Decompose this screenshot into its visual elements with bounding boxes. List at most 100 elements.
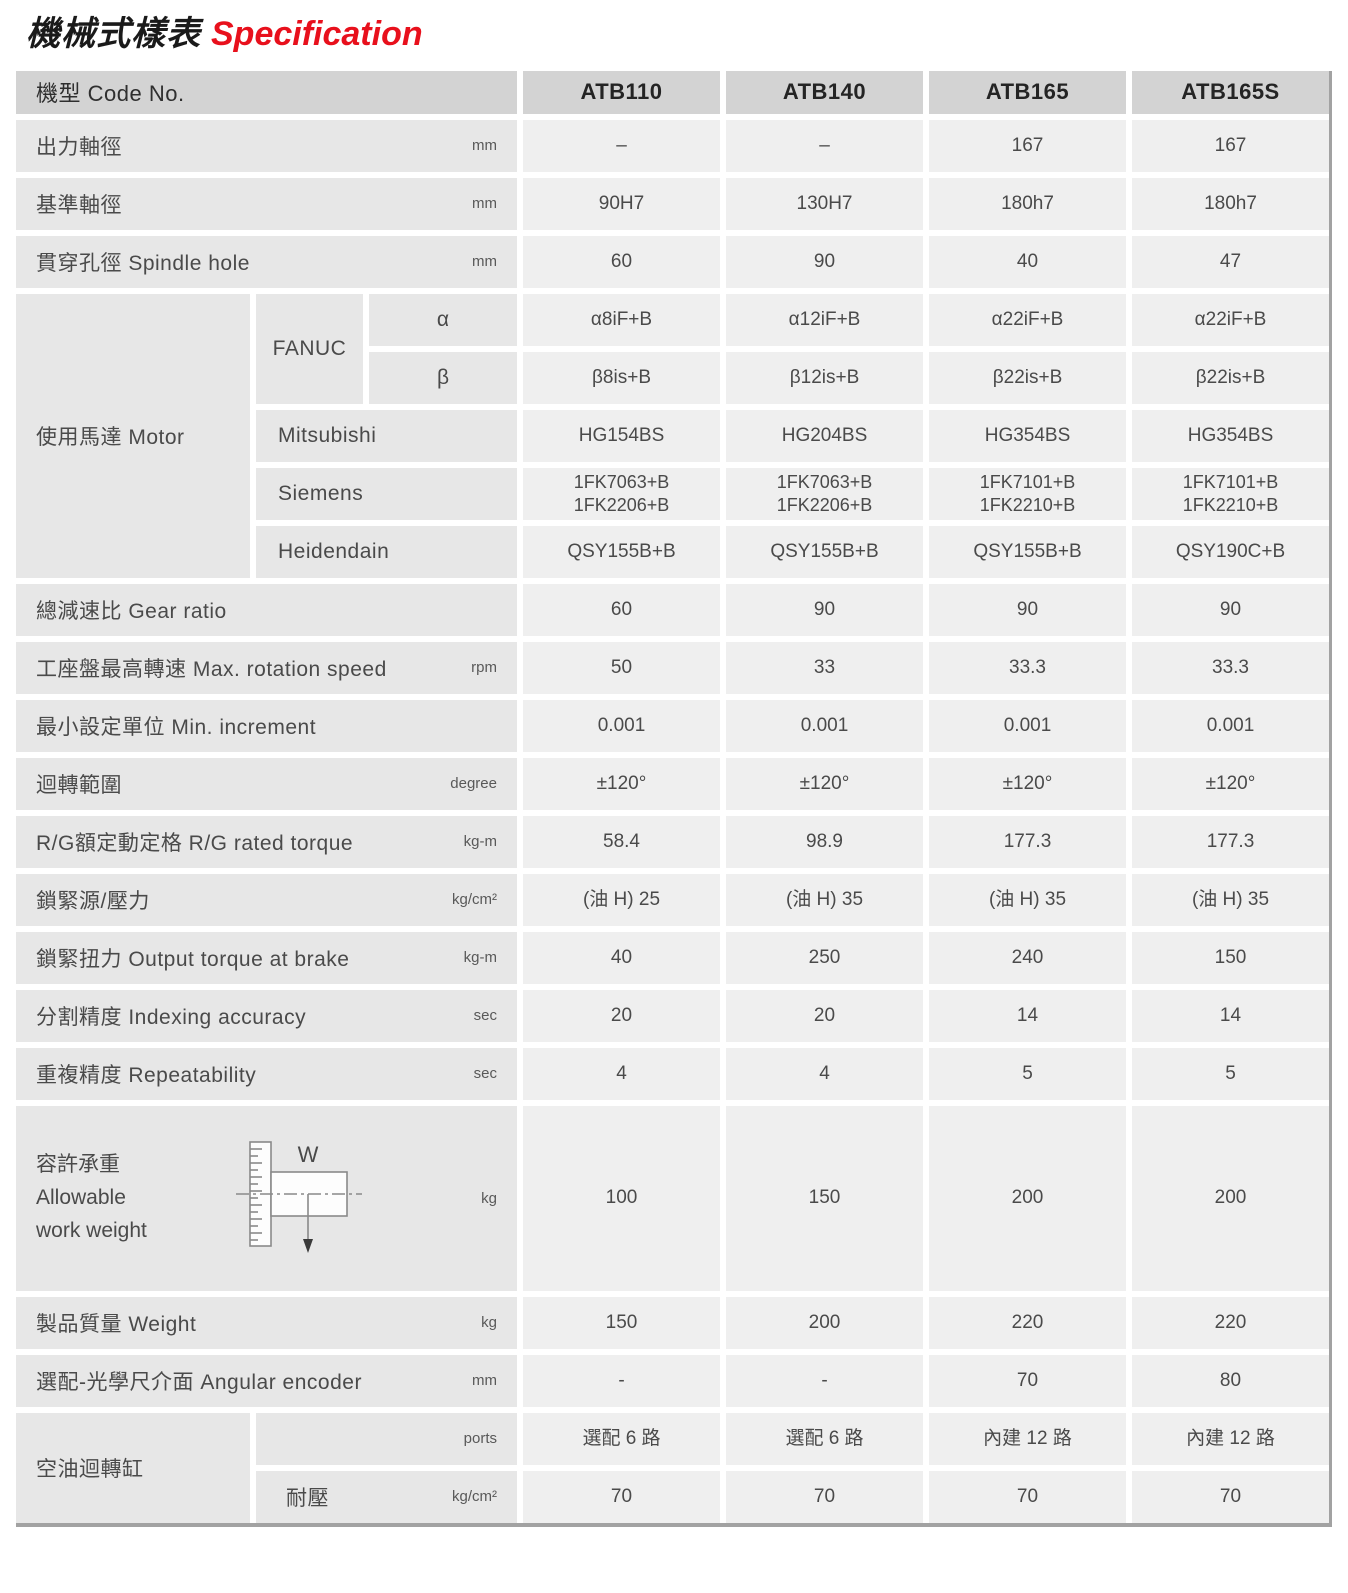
table-row: 製品質量 Weight kg 150 200 220 220 bbox=[16, 1296, 1329, 1349]
cell-value: 177.3 bbox=[929, 815, 1126, 868]
cell-value: 60 bbox=[523, 583, 720, 636]
row-label: 基準軸徑 bbox=[36, 193, 122, 217]
row-label: 迴轉範圍 bbox=[36, 773, 122, 797]
cell-value: 4 bbox=[523, 1047, 720, 1100]
row-label: 貫穿孔徑 Spindle hole bbox=[36, 251, 250, 275]
header-label-cell: 機型 Code No. bbox=[16, 70, 517, 114]
cell-value: 40 bbox=[929, 235, 1126, 288]
cell-value: 200 bbox=[929, 1105, 1126, 1291]
cell-value: β8is+B bbox=[523, 351, 720, 404]
cylinder-section: 空油迴轉缸 ports 選配 6 路 選配 6 路 內建 12 路 內建 12 … bbox=[16, 1412, 1329, 1523]
row-unit: sec bbox=[473, 1007, 497, 1025]
motor-section: 使用馬達 Motor FANUC α α8iF+B α12iF+B α22iF+… bbox=[16, 293, 1329, 578]
cylinder-pressure-label-cell: 耐壓 kg/cm² bbox=[256, 1470, 517, 1523]
table-row: 重複精度 Repeatability sec 4 4 5 5 bbox=[16, 1047, 1329, 1100]
cell-value: ±120° bbox=[523, 757, 720, 810]
cell-value: 40 bbox=[523, 931, 720, 984]
row-label: 重複精度 Repeatability bbox=[36, 1063, 257, 1087]
cell-value: 70 bbox=[929, 1354, 1126, 1407]
cell-value: HG204BS bbox=[726, 409, 923, 462]
fanuc-label: FANUC bbox=[272, 336, 347, 360]
heidendain-label-cell: Heidendain bbox=[256, 525, 517, 578]
cell-value: HG154BS bbox=[523, 409, 720, 462]
mitsubishi-label: Mitsubishi bbox=[278, 423, 377, 447]
cell-value: QSY155B+B bbox=[726, 525, 923, 578]
row-unit: rpm bbox=[471, 659, 497, 677]
cell-value: 選配 6 路 bbox=[523, 1412, 720, 1465]
cell-value: 220 bbox=[1132, 1296, 1329, 1349]
table-row: 總減速比 Gear ratio 60 90 90 90 bbox=[16, 583, 1329, 636]
cell-value: QSY155B+B bbox=[523, 525, 720, 578]
cell-value: 100 bbox=[523, 1105, 720, 1291]
header-label: 機型 Code No. bbox=[36, 81, 185, 107]
cell-value: 1FK7063+B 1FK2206+B bbox=[726, 467, 923, 520]
cell-value: 90 bbox=[726, 235, 923, 288]
row-label: 製品質量 Weight bbox=[36, 1312, 197, 1336]
cell-value: 70 bbox=[726, 1470, 923, 1523]
allowable-work-weight-row: 容許承重 Allowable work weight bbox=[16, 1105, 1329, 1291]
table-row: 貫穿孔徑 Spindle hole mm 60 90 40 47 bbox=[16, 235, 1329, 288]
row-unit: kg-m bbox=[463, 833, 497, 851]
allowable-label: 容許承重 Allowable work weight bbox=[36, 1153, 147, 1242]
cell-value: 47 bbox=[1132, 235, 1329, 288]
cell-value: - bbox=[726, 1354, 923, 1407]
cell-value: – bbox=[523, 119, 720, 172]
cell-value: 1FK7063+B 1FK2206+B bbox=[523, 467, 720, 520]
cell-value: 5 bbox=[929, 1047, 1126, 1100]
motor-section-label: 使用馬達 Motor bbox=[36, 425, 185, 449]
row-label: R/G額定動定格 R/G rated torque bbox=[36, 831, 354, 855]
cell-value: β22is+B bbox=[929, 351, 1126, 404]
table-row: 最小設定單位 Min. increment 0.001 0.001 0.001 … bbox=[16, 699, 1329, 752]
cell-value: 5 bbox=[1132, 1047, 1329, 1100]
cell-value: 90H7 bbox=[523, 177, 720, 230]
cell-value: 200 bbox=[1132, 1105, 1329, 1291]
cell-value: 70 bbox=[929, 1470, 1126, 1523]
row-label: 最小設定單位 Min. increment bbox=[36, 715, 317, 739]
table-header-row: 機型 Code No. ATB110 ATB140 ATB165 ATB165S bbox=[16, 70, 1329, 114]
row-label: 出力軸徑 bbox=[36, 135, 122, 159]
cell-value: QSY155B+B bbox=[929, 525, 1126, 578]
cell-value: 180h7 bbox=[929, 177, 1126, 230]
cell-value: 220 bbox=[929, 1296, 1126, 1349]
cell-value: – bbox=[726, 119, 923, 172]
cell-value: β12is+B bbox=[726, 351, 923, 404]
cell-value: 80 bbox=[1132, 1354, 1329, 1407]
cell-value: 內建 12 路 bbox=[1132, 1412, 1329, 1465]
pressure-label: 耐壓 bbox=[286, 1486, 329, 1510]
table-row: R/G額定動定格 R/G rated torque kg-m 58.4 98.9… bbox=[16, 815, 1329, 868]
cell-value: α12iF+B bbox=[726, 293, 923, 346]
row-label: 鎖緊源/壓力 bbox=[36, 889, 150, 913]
cell-value: 0.001 bbox=[726, 699, 923, 752]
row-unit: kg-m bbox=[463, 949, 497, 967]
table-row: 鎖緊扭力 Output torque at brake kg-m 40 250 … bbox=[16, 931, 1329, 984]
cell-value: 177.3 bbox=[1132, 815, 1329, 868]
cell-value: 240 bbox=[929, 931, 1126, 984]
page-title-zh: 機械式樣表 bbox=[26, 15, 201, 53]
table-row: 工座盤最高轉速 Max. rotation speed rpm 50 33 33… bbox=[16, 641, 1329, 694]
row-unit: mm bbox=[472, 1372, 497, 1390]
cell-value: 0.001 bbox=[523, 699, 720, 752]
cell-value: ±120° bbox=[726, 757, 923, 810]
alpha-label-cell: α bbox=[369, 293, 517, 346]
row-unit: mm bbox=[472, 253, 497, 271]
cell-value: 選配 6 路 bbox=[726, 1412, 923, 1465]
cell-value: 250 bbox=[726, 931, 923, 984]
fanuc-label-cell: FANUC bbox=[256, 293, 363, 404]
cell-value: 98.9 bbox=[726, 815, 923, 868]
cell-value: - bbox=[523, 1354, 720, 1407]
cell-value: HG354BS bbox=[1132, 409, 1329, 462]
cell-value: 60 bbox=[523, 235, 720, 288]
column-header-atb110: ATB110 bbox=[523, 70, 720, 114]
cell-value: 14 bbox=[929, 989, 1126, 1042]
cell-value: ±120° bbox=[1132, 757, 1329, 810]
row-unit: kg bbox=[481, 1189, 497, 1207]
table-row: 選配-光學尺介面 Angular encoder mm - - 70 80 bbox=[16, 1354, 1329, 1407]
cell-value: 70 bbox=[523, 1470, 720, 1523]
cell-value: 150 bbox=[726, 1105, 923, 1291]
row-unit: sec bbox=[473, 1065, 497, 1083]
cell-value: QSY190C+B bbox=[1132, 525, 1329, 578]
cell-value: 33.3 bbox=[1132, 641, 1329, 694]
heidendain-label: Heidendain bbox=[278, 539, 390, 563]
row-unit: mm bbox=[472, 195, 497, 213]
